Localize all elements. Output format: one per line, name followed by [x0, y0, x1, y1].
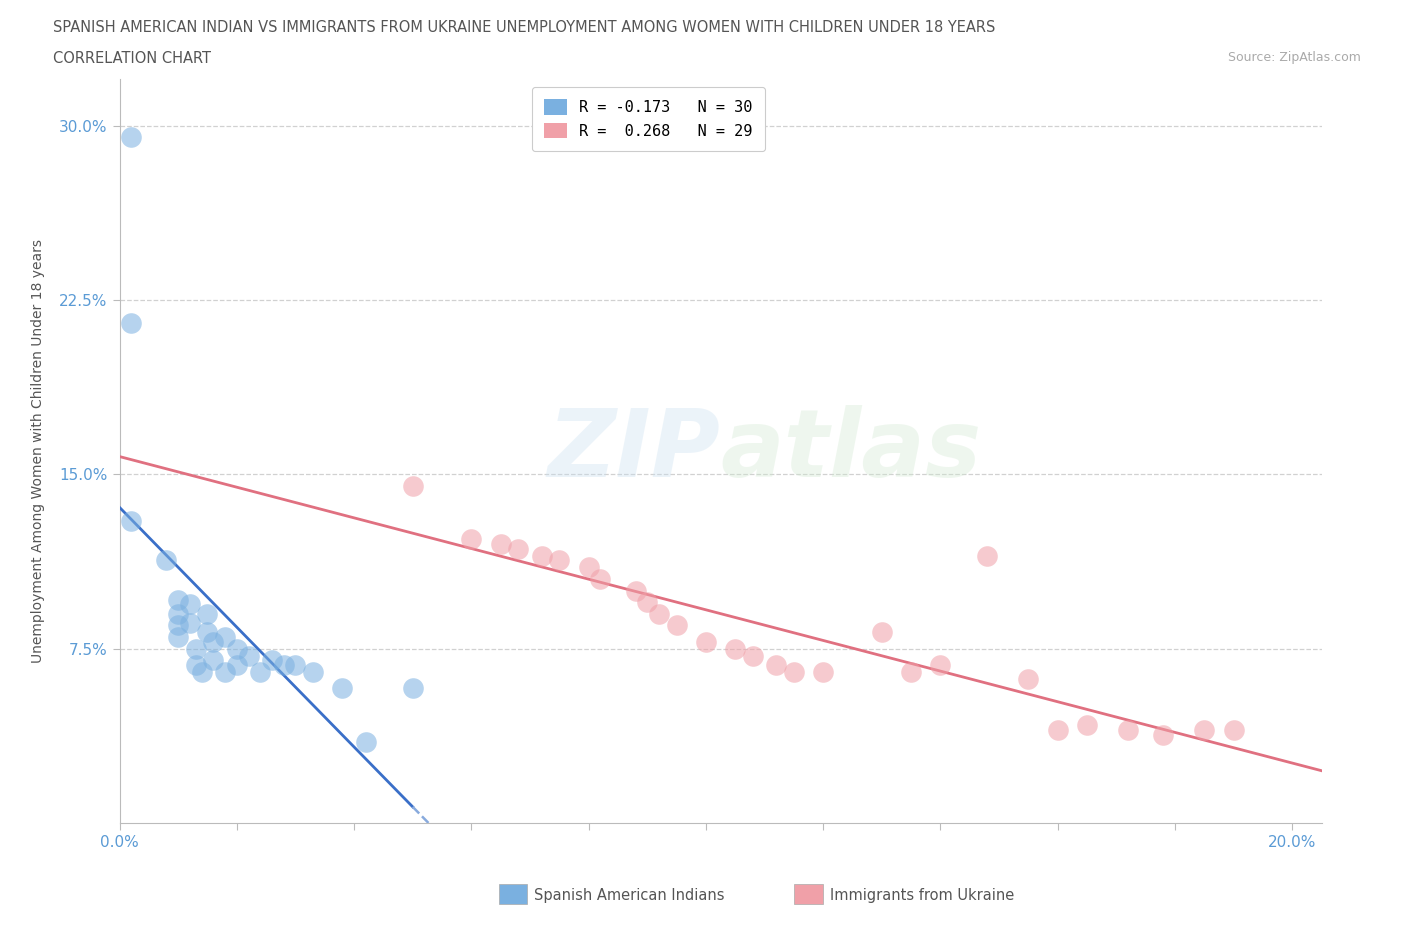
Point — [489, 537, 512, 551]
Text: Source: ZipAtlas.com: Source: ZipAtlas.com — [1227, 51, 1361, 64]
Point — [354, 735, 377, 750]
Point — [179, 616, 201, 631]
Point — [249, 664, 271, 679]
Point — [508, 541, 530, 556]
Point — [260, 653, 283, 668]
Point — [1046, 723, 1069, 737]
Point — [179, 597, 201, 612]
Point — [665, 618, 688, 633]
Point — [1076, 718, 1098, 733]
Point — [548, 552, 571, 567]
Point — [460, 532, 482, 547]
Text: atlas: atlas — [720, 405, 981, 497]
Point — [214, 664, 236, 679]
Y-axis label: Unemployment Among Women with Children Under 18 years: Unemployment Among Women with Children U… — [31, 239, 45, 663]
Point — [184, 658, 207, 672]
Point — [197, 625, 219, 640]
Point — [578, 560, 600, 575]
Point — [741, 648, 763, 663]
Point — [120, 129, 142, 144]
Point — [900, 664, 922, 679]
Point — [976, 549, 998, 564]
Point — [167, 618, 190, 633]
Point — [1116, 723, 1139, 737]
Point — [1017, 671, 1039, 686]
Point — [284, 658, 307, 672]
Point — [330, 681, 353, 696]
Point — [120, 315, 142, 330]
Point — [167, 630, 190, 644]
Text: SPANISH AMERICAN INDIAN VS IMMIGRANTS FROM UKRAINE UNEMPLOYMENT AMONG WOMEN WITH: SPANISH AMERICAN INDIAN VS IMMIGRANTS FR… — [53, 20, 995, 35]
Point — [190, 664, 212, 679]
Point — [402, 479, 425, 494]
Point — [302, 664, 325, 679]
Point — [167, 606, 190, 621]
Point — [695, 634, 717, 649]
Point — [648, 606, 671, 621]
Point — [273, 658, 295, 672]
Point — [202, 634, 225, 649]
Text: CORRELATION CHART: CORRELATION CHART — [53, 51, 211, 66]
Point — [1222, 723, 1244, 737]
Point — [811, 664, 834, 679]
Point — [120, 513, 142, 528]
Text: ZIP: ZIP — [548, 405, 720, 497]
Point — [783, 664, 806, 679]
Point — [636, 595, 658, 610]
Text: Spanish American Indians: Spanish American Indians — [534, 888, 724, 903]
Point — [238, 648, 260, 663]
Point — [155, 552, 177, 567]
Point — [929, 658, 952, 672]
Point — [870, 625, 893, 640]
Point — [530, 549, 553, 564]
Point — [225, 658, 247, 672]
Point — [589, 571, 612, 587]
Point — [765, 658, 787, 672]
Point — [167, 592, 190, 607]
Text: Immigrants from Ukraine: Immigrants from Ukraine — [830, 888, 1014, 903]
Point — [724, 642, 747, 657]
Point — [225, 642, 247, 657]
Point — [624, 583, 647, 598]
Legend: R = -0.173   N = 30, R =  0.268   N = 29: R = -0.173 N = 30, R = 0.268 N = 29 — [531, 86, 765, 151]
Point — [202, 653, 225, 668]
Point — [214, 630, 236, 644]
Point — [197, 606, 219, 621]
Point — [184, 642, 207, 657]
Point — [402, 681, 425, 696]
Point — [1194, 723, 1216, 737]
Point — [1152, 727, 1174, 742]
